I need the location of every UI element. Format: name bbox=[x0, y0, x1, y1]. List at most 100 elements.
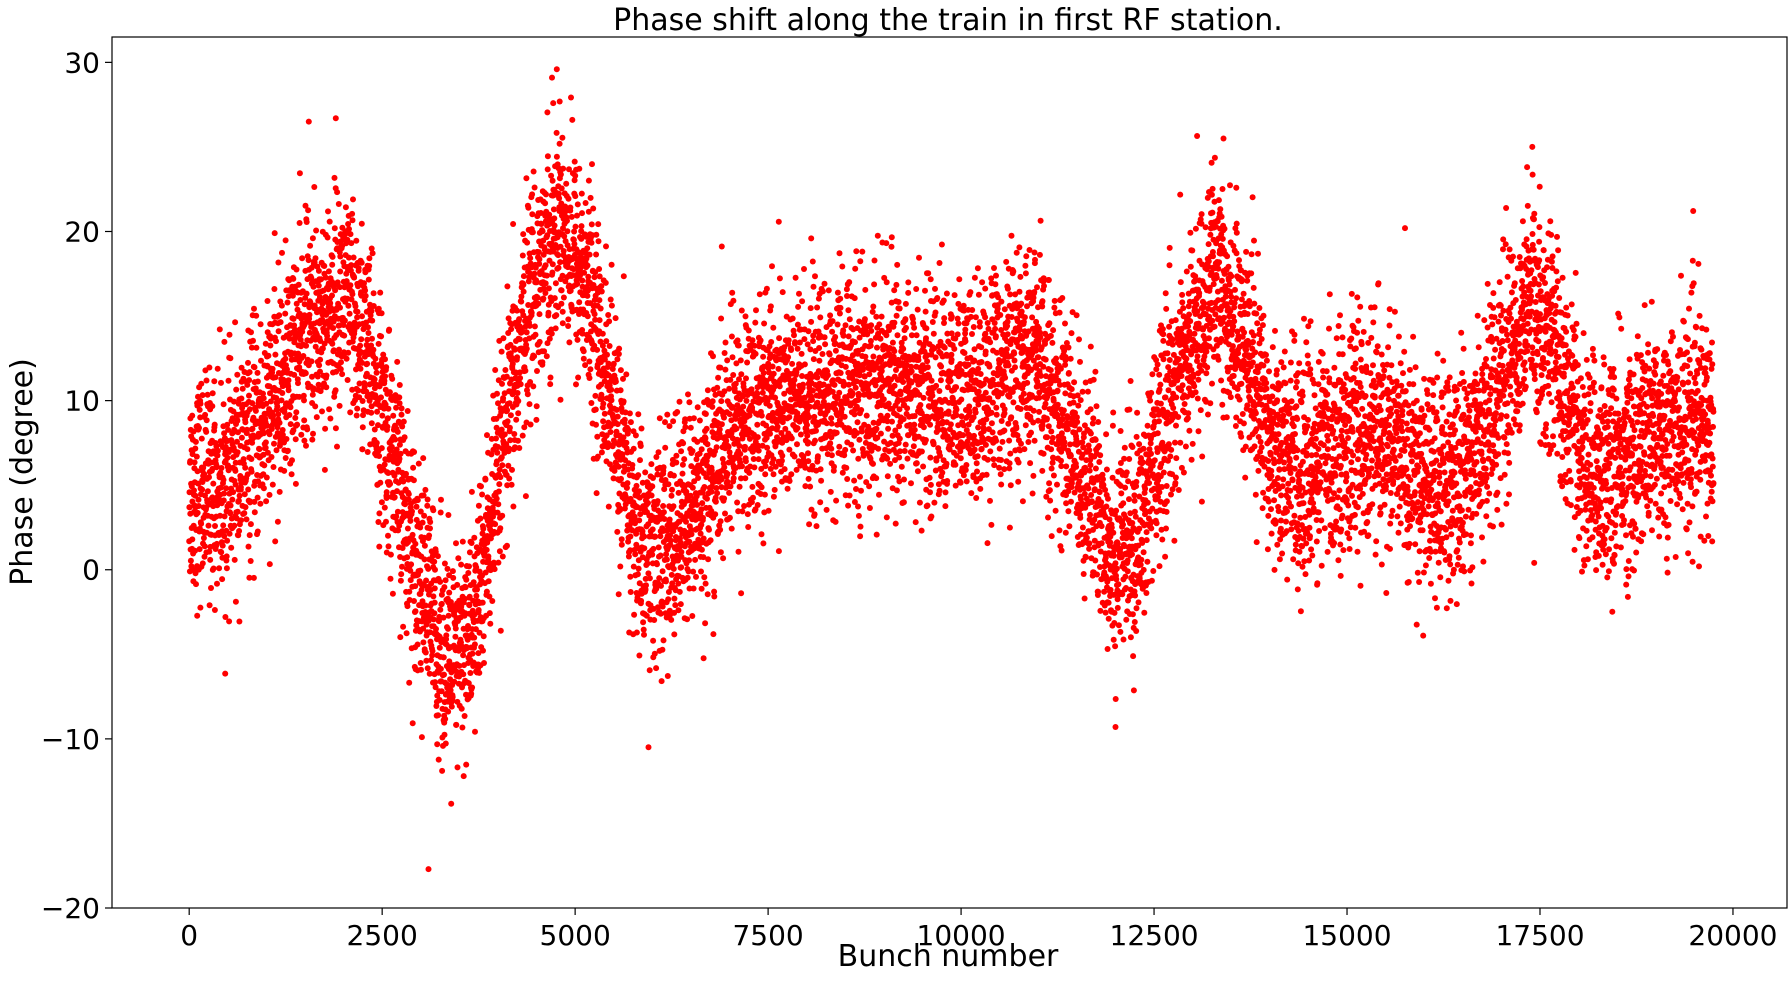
data-point bbox=[466, 563, 472, 570]
data-point bbox=[246, 406, 253, 413]
data-point bbox=[430, 616, 437, 623]
data-point bbox=[365, 330, 372, 336]
data-point bbox=[409, 508, 415, 515]
data-point bbox=[742, 458, 749, 465]
data-point bbox=[752, 319, 759, 326]
data-point bbox=[387, 480, 394, 487]
data-point bbox=[954, 331, 961, 338]
data-point bbox=[781, 466, 788, 473]
data-point bbox=[612, 315, 619, 322]
data-point bbox=[817, 466, 824, 473]
data-point bbox=[829, 328, 836, 335]
data-point bbox=[210, 497, 217, 504]
data-point bbox=[924, 358, 931, 365]
data-point bbox=[430, 593, 437, 600]
data-point bbox=[952, 461, 959, 468]
data-point bbox=[382, 373, 389, 380]
data-point bbox=[845, 333, 852, 340]
data-point bbox=[296, 393, 303, 400]
data-point bbox=[219, 542, 226, 549]
data-point bbox=[246, 532, 253, 539]
data-point bbox=[343, 355, 350, 362]
data-point bbox=[754, 421, 761, 428]
data-point bbox=[326, 406, 333, 413]
data-point bbox=[407, 567, 414, 574]
data-point bbox=[823, 506, 830, 513]
data-point bbox=[740, 403, 747, 410]
data-point bbox=[810, 283, 817, 290]
data-point bbox=[794, 441, 800, 448]
data-point bbox=[350, 196, 356, 203]
data-point bbox=[885, 400, 892, 407]
data-point bbox=[700, 535, 707, 542]
data-point bbox=[902, 441, 909, 448]
data-point bbox=[370, 290, 377, 297]
data-point bbox=[229, 496, 236, 503]
data-point bbox=[939, 469, 946, 476]
data-point bbox=[234, 371, 241, 378]
data-point bbox=[418, 734, 425, 741]
data-point bbox=[348, 296, 355, 303]
data-point bbox=[565, 195, 572, 202]
data-point bbox=[942, 503, 949, 510]
data-point bbox=[896, 454, 903, 461]
data-point bbox=[698, 446, 705, 453]
data-point bbox=[394, 508, 401, 515]
data-point bbox=[580, 355, 587, 362]
data-point bbox=[359, 398, 366, 404]
data-point bbox=[675, 489, 682, 496]
data-point bbox=[725, 443, 732, 450]
data-point bbox=[417, 508, 424, 515]
data-point bbox=[387, 551, 394, 558]
data-point bbox=[353, 412, 360, 419]
data-point bbox=[827, 440, 834, 447]
data-point bbox=[514, 354, 521, 361]
data-point bbox=[635, 472, 642, 479]
data-point bbox=[920, 424, 927, 431]
data-point bbox=[937, 377, 944, 384]
data-point bbox=[606, 343, 613, 349]
data-point bbox=[254, 369, 261, 376]
data-point bbox=[396, 441, 403, 448]
data-point bbox=[404, 554, 411, 561]
data-point bbox=[696, 417, 703, 424]
data-point bbox=[246, 377, 253, 384]
data-point bbox=[214, 447, 221, 454]
data-point bbox=[722, 339, 729, 346]
data-point bbox=[213, 463, 220, 470]
data-point bbox=[789, 315, 796, 322]
data-point bbox=[779, 289, 786, 296]
data-point bbox=[507, 412, 514, 419]
data-point bbox=[322, 425, 329, 432]
data-point bbox=[550, 100, 557, 107]
data-point bbox=[862, 286, 869, 293]
data-point bbox=[409, 531, 416, 538]
data-point bbox=[834, 321, 841, 328]
data-point bbox=[251, 509, 258, 516]
data-point bbox=[196, 424, 202, 431]
data-point bbox=[739, 463, 745, 470]
data-point bbox=[441, 671, 447, 678]
data-point bbox=[607, 429, 614, 435]
data-point bbox=[858, 428, 865, 435]
data-point bbox=[845, 502, 852, 509]
data-point bbox=[332, 425, 339, 432]
data-point bbox=[295, 281, 302, 288]
data-point bbox=[759, 389, 766, 396]
data-point bbox=[376, 543, 383, 550]
data-point bbox=[498, 454, 505, 461]
data-point bbox=[702, 580, 709, 587]
data-point bbox=[632, 551, 639, 558]
data-point bbox=[808, 318, 815, 325]
data-point bbox=[792, 274, 799, 281]
data-point bbox=[770, 370, 777, 377]
data-point bbox=[324, 234, 331, 241]
data-point bbox=[249, 425, 256, 432]
data-point bbox=[430, 507, 437, 514]
data-point bbox=[368, 420, 375, 427]
data-point bbox=[632, 432, 639, 439]
data-point bbox=[396, 382, 403, 388]
data-point bbox=[543, 353, 550, 360]
data-point bbox=[869, 308, 876, 315]
data-point bbox=[317, 338, 324, 344]
